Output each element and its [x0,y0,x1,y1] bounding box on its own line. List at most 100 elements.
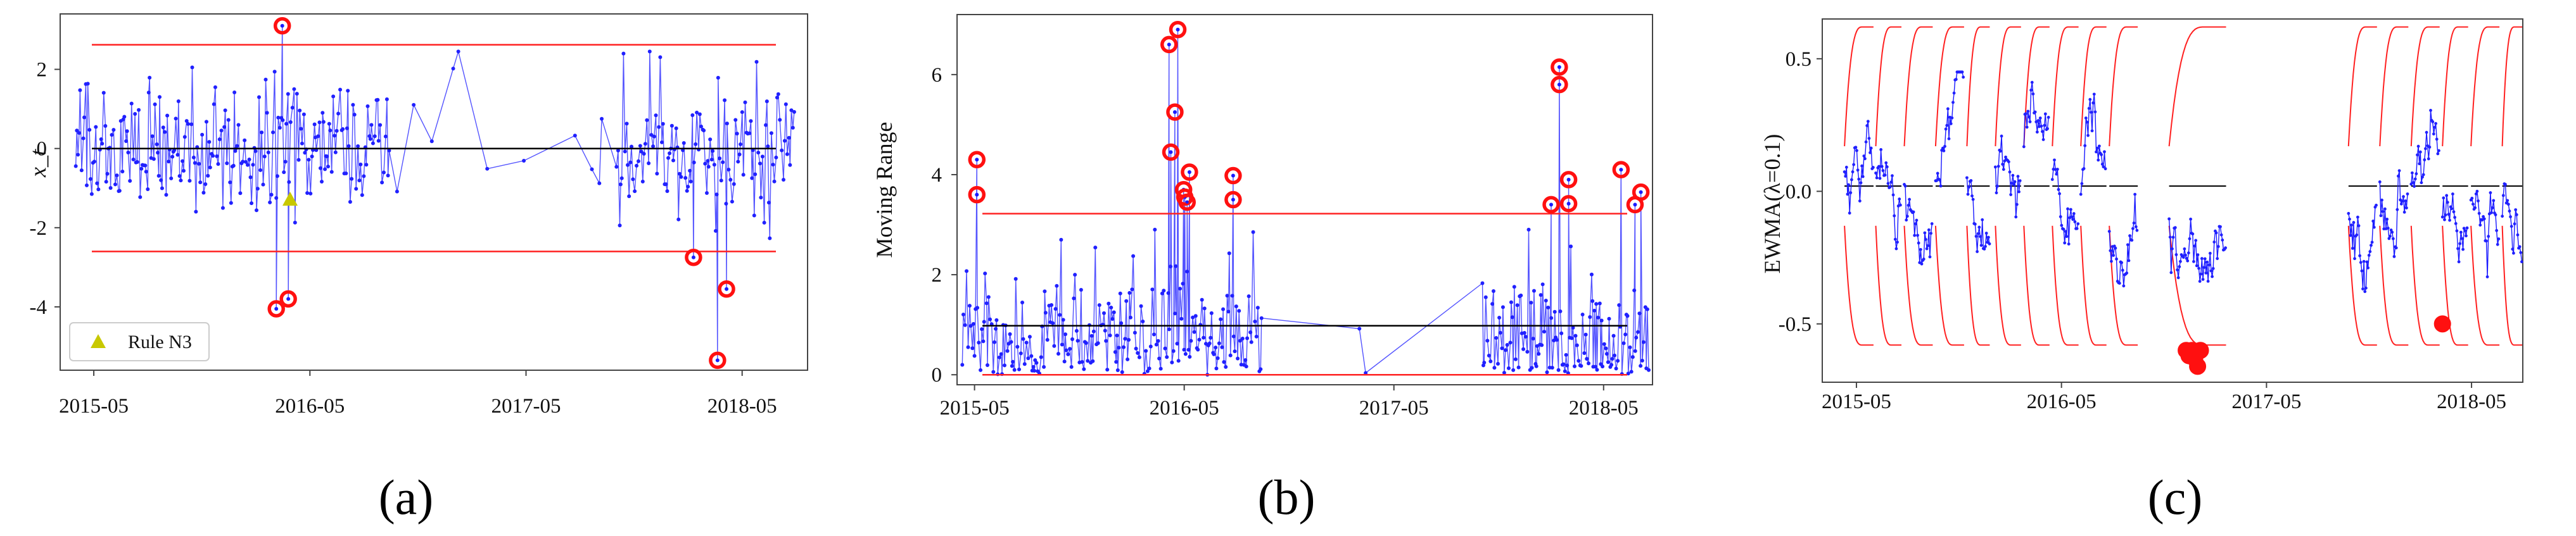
chart-a-data-point [137,108,141,112]
chart-c-data-point [2355,233,2359,237]
chart-c-data-point [2395,208,2399,211]
chart-b-data-point [1572,364,1577,368]
chart-c-data-point [2202,266,2206,270]
chart-a-data-point [203,182,208,186]
chart-b-data-point [1487,353,1491,358]
chart-b-data-point [1635,330,1640,334]
chart-c-data-point [2073,220,2077,223]
chart-c-data-point [2435,137,2439,141]
chart-c-ucl-curve [2052,26,2079,147]
chart-b-data-point [1540,282,1545,287]
chart-c-data-point [2518,245,2522,249]
chart-c-ucl-curve [1903,26,1933,147]
chart-a-data-point [300,141,304,146]
chart-b-data-point [1080,359,1084,364]
chart-a-out-of-control-center [286,297,290,301]
chart-c-data-point [2110,259,2113,263]
chart-b-data-point [1050,303,1054,308]
chart-c-data-point [2067,242,2071,246]
chart-b-out-of-control-center [1188,170,1191,174]
chart-b-data-point [1532,289,1536,293]
chart-b-data-point [1244,365,1248,369]
chart-b-data-point [1152,332,1156,337]
chart-c-data-point [2009,193,2013,196]
chart-a-data-point [274,196,279,200]
chart-c-data-point [2465,226,2469,230]
chart-c-data-point [2359,261,2363,265]
chart-a-data-point [253,149,258,153]
chart-b-data-point [1364,371,1368,375]
chart-b-data-point [1075,339,1080,343]
chart-c-data-point [2394,246,2398,250]
chart-c-ucl-curve [2168,26,2226,147]
chart-b-data-point [1501,305,1505,309]
chart-b-data-point [1628,345,1632,349]
chart-c-data-point [1916,234,1919,237]
chart-b-data-point [1110,317,1115,321]
chart-a-data-point [290,106,295,110]
chart-c-data-point [2196,253,2200,257]
chart-b-data-point [1220,345,1224,349]
chart-a-data-point [679,175,683,179]
chart-a-data-point [395,189,399,194]
chart-c-data-point [2368,250,2372,253]
chart-c-ucl-curve [1844,26,1874,147]
chart-a-data-point [88,177,92,181]
chart-b-data-point [1181,282,1185,286]
chart-b-data-point [1072,296,1076,301]
chart-a-data-point [652,134,656,139]
chart-b-data-point [1009,340,1013,344]
chart-a-data-point [368,137,372,141]
chart-c-data-point [2361,287,2364,290]
chart-c-data-point [2364,286,2368,290]
chart-b-y-tick-label: 6 [932,64,942,87]
chart-a-data-point [766,201,771,205]
chart-b-data-point [1545,370,1549,375]
chart-c-data-point [2485,275,2489,278]
chart-b-data-point [1585,357,1589,361]
chart-c-data-point [1869,146,1873,150]
chart-a-data-point [312,122,317,127]
chart-c-data-point [2219,233,2223,237]
chart-b-out-of-control-center [1167,42,1171,46]
chart-a-data-point [190,65,194,70]
chart-a-data-point [292,87,296,91]
chart-b-data-point [1176,359,1181,363]
chart-b-data-point [1485,339,1490,343]
chart-c-data-point [1857,177,1861,181]
chart-c-x-tick-label: 2017-05 [2231,390,2301,413]
chart-b-data-point [1610,357,1615,361]
chart-c-data-point [1942,149,1946,153]
chart-b-out-of-control-point [1178,193,1196,211]
chart-a-data-point [144,170,148,174]
chart-a-data-point [647,161,651,166]
chart-c-data-point [2120,261,2124,265]
chart-c-data-point [1891,174,1894,178]
chart-c-data-point [1962,75,1965,79]
chart-a-data-point [635,163,639,168]
chart-b-data-point [983,271,987,276]
chart-b-data-point [988,317,993,321]
chart-c-data-point [2219,225,2222,228]
chart-b-data-point [1060,342,1064,347]
chart-c-data-point [2497,237,2501,240]
chart-a-data-point [358,162,363,166]
chart-b-data-point [1575,343,1579,347]
chart-b-data-point [1561,362,1566,366]
chart-c-data-point [2046,116,2050,119]
chart-c-data-point [2392,254,2396,258]
chart-a-data-point [139,166,144,171]
chart-b-data-point [1580,313,1585,317]
chart-b-data-point [1027,335,1032,339]
chart-b-data-point [1231,334,1236,339]
chart-c-data-point [2011,173,2015,177]
chart-b-data-point [1183,352,1188,356]
chart-a-data-point [153,102,157,106]
chart-a-data-point [181,168,186,173]
chart-c-data-point [2090,129,2094,133]
chart-a-data-point [208,165,212,170]
chart-a-data-point [643,142,647,146]
chart-c-data-point [2001,163,2005,166]
chart-c-data-point [1939,184,1943,188]
chart-c-lcl-curve [1903,225,1933,346]
